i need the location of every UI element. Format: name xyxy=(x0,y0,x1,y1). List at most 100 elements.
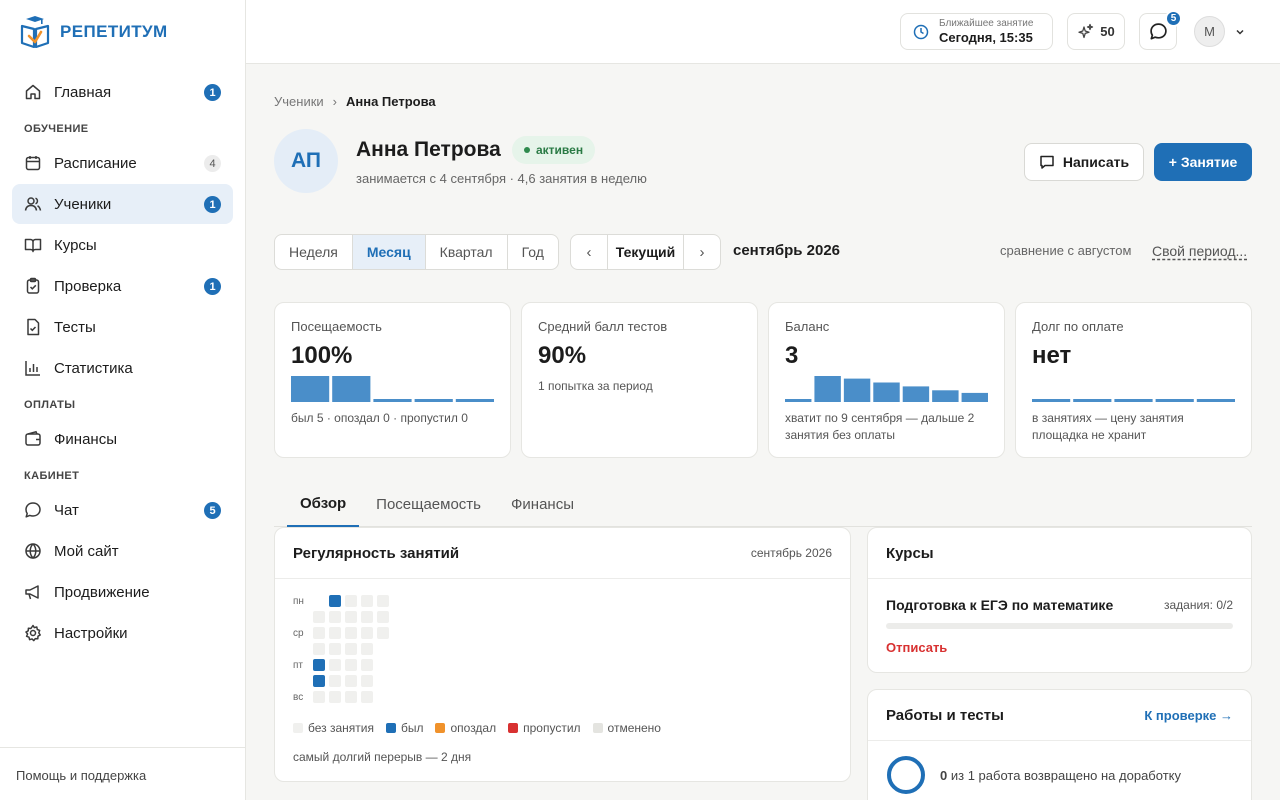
prev-period-button[interactable]: ‹ xyxy=(586,243,592,261)
sidebar-item-students[interactable]: Ученики 1 xyxy=(12,184,233,224)
write-message-label: Написать xyxy=(1062,154,1130,170)
heatmap-cell[interactable] xyxy=(329,675,341,687)
heatmap-cell[interactable] xyxy=(313,611,325,623)
heatmap-cell[interactable] xyxy=(313,627,325,639)
heatmap-cell[interactable] xyxy=(329,659,341,671)
custom-period-link[interactable]: Свой период... xyxy=(1152,243,1248,259)
sidebar-item-home[interactable]: Главная 1 xyxy=(12,72,233,112)
heatmap-cell[interactable] xyxy=(345,627,357,639)
legend-label: пропустил xyxy=(523,721,581,735)
heatmap-cell[interactable] xyxy=(377,611,389,623)
gear-icon xyxy=(25,624,41,642)
heatmap-cell[interactable] xyxy=(361,675,373,687)
add-lesson-button[interactable]: + Занятие xyxy=(1154,143,1252,181)
legend-label: опоздал xyxy=(450,721,497,735)
brand-logo[interactable]: РЕПЕТИТУМ xyxy=(20,16,168,48)
heatmap-cell[interactable] xyxy=(361,691,373,703)
regularity-card: Регулярность занятий сентябрь 2026 пн ср… xyxy=(274,527,851,782)
sparks-button[interactable]: 50 xyxy=(1067,13,1125,50)
stat-value: 90% xyxy=(538,342,587,369)
sidebar-item-chat[interactable]: Чат 5 xyxy=(12,490,233,530)
status-text: активен xyxy=(536,143,584,157)
weekday-label: вс xyxy=(293,692,304,703)
course-name[interactable]: Подготовка к ЕГЭ по математике xyxy=(886,597,1114,613)
sidebar-item-site[interactable]: Мой сайт xyxy=(12,531,233,571)
heatmap-cell[interactable] xyxy=(345,659,357,671)
course-progress xyxy=(886,623,1233,629)
heatmap-cell[interactable] xyxy=(377,595,389,607)
go-to-review-link[interactable]: К проверке → xyxy=(1144,707,1233,723)
heatmap-cell[interactable] xyxy=(361,611,373,623)
tab-overview[interactable]: Обзор xyxy=(287,482,360,527)
legend-item: опоздал xyxy=(435,721,496,735)
tab-finance[interactable]: Финансы xyxy=(511,496,574,513)
current-period-button[interactable]: Текущий xyxy=(607,235,684,269)
unsubscribe-button[interactable]: Отписать xyxy=(886,640,948,655)
sidebar-badge: 1 xyxy=(204,84,221,101)
sidebar-item-settings[interactable]: Настройки xyxy=(12,613,233,653)
period-month[interactable]: Месяц xyxy=(352,235,426,269)
sparkline-bar xyxy=(1155,399,1194,402)
sidebar-item-label: Чат xyxy=(54,501,79,519)
next-period-button[interactable]: › xyxy=(699,243,705,261)
help-link[interactable]: Помощь и поддержка xyxy=(0,747,245,800)
heatmap-cell[interactable] xyxy=(313,691,325,703)
write-message-button[interactable]: Написать xyxy=(1024,143,1144,181)
sidebar-nav: Главная 1 ОБУЧЕНИЕ Расписание 4 Ученики … xyxy=(12,72,233,654)
user-menu[interactable]: М xyxy=(1194,16,1245,47)
sidebar-item-finance[interactable]: Финансы xyxy=(12,419,233,459)
period-year[interactable]: Год xyxy=(521,244,544,260)
sidebar-item-tests[interactable]: Тесты xyxy=(12,307,233,347)
heatmap-cell[interactable] xyxy=(329,643,341,655)
sidebar-item-label: Финансы xyxy=(54,430,117,448)
sidebar: РЕПЕТИТУМ Главная 1 ОБУЧЕНИЕ Расписание … xyxy=(0,0,246,800)
heatmap-cell[interactable] xyxy=(329,691,341,703)
sparkline-bar xyxy=(455,399,494,402)
book-icon xyxy=(24,238,42,253)
messages-button[interactable]: 5 xyxy=(1139,10,1182,50)
wallet-icon xyxy=(25,430,41,446)
heatmap-cell[interactable] xyxy=(345,675,357,687)
breadcrumb-parent[interactable]: Ученики xyxy=(274,94,324,109)
heatmap-cell[interactable] xyxy=(361,595,373,607)
sidebar-item-schedule[interactable]: Расписание 4 xyxy=(12,143,233,183)
stat-note: хватит по 9 сентября — дальше 2 занятия … xyxy=(785,411,975,442)
home-icon xyxy=(25,84,41,100)
sidebar-item-promotion[interactable]: Продвижение xyxy=(12,572,233,612)
stat-note: был 5 · опоздал 0 · пропустил 0 xyxy=(291,411,468,425)
clipboard-icon xyxy=(26,277,40,294)
heatmap-cell[interactable] xyxy=(345,691,357,703)
heatmap-cell[interactable] xyxy=(377,627,389,639)
heatmap-cell[interactable] xyxy=(361,659,373,671)
sparkline-bar xyxy=(1196,399,1235,402)
period-week[interactable]: Неделя xyxy=(275,235,353,269)
sidebar-item-label: Расписание xyxy=(54,154,137,172)
balance-bars xyxy=(785,376,988,402)
heatmap-cell[interactable] xyxy=(313,643,325,655)
stat-label: Посещаемость xyxy=(291,319,382,334)
sidebar-section-title: ОПЛАТЫ xyxy=(24,399,76,411)
heatmap-cell[interactable] xyxy=(329,611,341,623)
heatmap-cell[interactable] xyxy=(345,643,357,655)
heatmap-cell[interactable] xyxy=(345,595,357,607)
heatmap-cell[interactable] xyxy=(313,675,325,687)
users-icon xyxy=(24,197,42,211)
stat-label: Средний балл тестов xyxy=(538,319,668,334)
heatmap-cell[interactable] xyxy=(329,627,341,639)
heatmap-cell[interactable] xyxy=(313,659,325,671)
sidebar-item-statistics[interactable]: Статистика xyxy=(12,348,233,388)
heatmap-cell[interactable] xyxy=(361,643,373,655)
heatmap-cell[interactable] xyxy=(345,611,357,623)
sidebar-item-courses[interactable]: Курсы xyxy=(12,225,233,265)
messages-badge: 5 xyxy=(1165,10,1182,27)
tab-attendance[interactable]: Посещаемость xyxy=(376,496,481,513)
heatmap-cell[interactable] xyxy=(361,627,373,639)
heatmap-cell[interactable] xyxy=(329,595,341,607)
regularity-period: сентябрь 2026 xyxy=(750,546,832,560)
sidebar-item-review[interactable]: Проверка 1 xyxy=(12,266,233,306)
period-pager: ‹ Текущий › xyxy=(570,234,721,270)
next-lesson-widget[interactable]: Ближайшее занятие Сегодня, 15:35 xyxy=(900,13,1053,50)
period-quarter[interactable]: Квартал xyxy=(426,235,508,269)
legend-label: отменено xyxy=(607,721,661,735)
sparkline-bar xyxy=(332,376,371,402)
